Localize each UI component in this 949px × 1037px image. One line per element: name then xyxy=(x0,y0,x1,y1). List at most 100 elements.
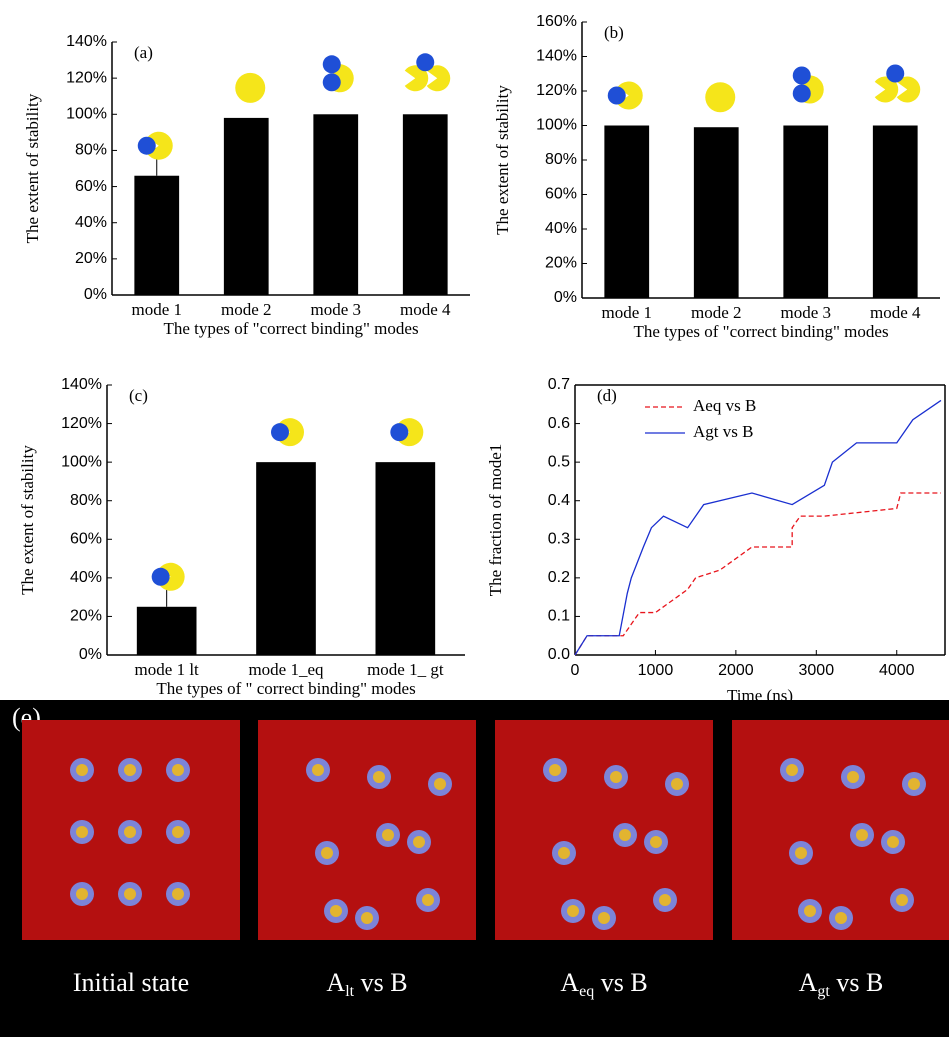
y-tick-label: 0.4 xyxy=(548,492,570,509)
icon-blue xyxy=(793,67,811,85)
x-axis-title: Time (ns) xyxy=(727,686,793,705)
caption-main: A xyxy=(799,968,818,997)
y-tick-label: 0.3 xyxy=(548,531,570,548)
annotation: (a) xyxy=(134,43,153,62)
icon-blue xyxy=(271,423,289,441)
figure: 0%20%40%60%80%100%120%140%(a)The extent … xyxy=(0,0,949,1037)
annotation: (b) xyxy=(604,23,624,42)
y-tick-label: 80% xyxy=(75,142,107,159)
caption: Agt vs B xyxy=(799,968,884,1000)
particle-yellow xyxy=(76,764,88,776)
particle-yellow xyxy=(908,778,920,790)
y-tick-label: 140% xyxy=(61,376,102,393)
y-tick-label: 0.7 xyxy=(548,376,570,393)
icon-blue xyxy=(416,53,434,71)
annotation: (c) xyxy=(129,386,148,405)
y-tick-label: 80% xyxy=(70,492,102,509)
y-tick-label: 100% xyxy=(536,117,577,134)
bar xyxy=(134,176,179,295)
x-tick-label: 3000 xyxy=(799,662,835,679)
bar xyxy=(783,126,828,299)
caption-rest: vs B xyxy=(354,968,407,997)
y-tick-label: 60% xyxy=(545,186,577,203)
x-tick-label: mode 1_ gt xyxy=(367,660,444,679)
caption-main: Initial state xyxy=(73,968,189,997)
particle-yellow xyxy=(567,905,579,917)
bar xyxy=(694,127,739,298)
y-tick-label: 140% xyxy=(66,33,107,50)
x-tick-label: mode 4 xyxy=(400,300,451,319)
particle-yellow xyxy=(373,771,385,783)
particle-yellow xyxy=(549,764,561,776)
y-tick-label: 60% xyxy=(75,178,107,195)
particle-yellow xyxy=(321,847,333,859)
particle-yellow xyxy=(382,829,394,841)
caption-rest: vs B xyxy=(594,968,647,997)
x-tick-label: 2000 xyxy=(718,662,754,679)
icon-yellow xyxy=(235,73,265,103)
x-tick-label: mode 2 xyxy=(221,300,272,319)
particle-yellow xyxy=(172,826,184,838)
icon-blue xyxy=(323,55,341,73)
y-axis-title: The fraction of mode1 xyxy=(486,444,505,596)
icon-blue xyxy=(138,137,156,155)
caption-rest: vs B xyxy=(830,968,883,997)
particle-yellow xyxy=(124,826,136,838)
y-axis-title: The extent of stability xyxy=(18,445,37,595)
particle-yellow xyxy=(361,912,373,924)
y-tick-label: 120% xyxy=(536,82,577,99)
legend-label: Aeq vs B xyxy=(693,396,756,415)
x-axis-title: The types of "correct binding" modes xyxy=(633,322,888,341)
line xyxy=(575,493,941,655)
y-tick-label: 80% xyxy=(545,151,577,168)
icon-yellow xyxy=(705,82,735,112)
caption-sub: gt xyxy=(817,983,830,1000)
y-tick-label: 40% xyxy=(545,220,577,237)
particle-yellow xyxy=(786,764,798,776)
bar xyxy=(256,462,316,655)
icon-blue xyxy=(152,568,170,586)
bar xyxy=(313,114,358,295)
bar xyxy=(873,126,918,299)
particle-yellow xyxy=(413,836,425,848)
particle-yellow xyxy=(76,888,88,900)
bar xyxy=(376,462,436,655)
particle-yellow xyxy=(124,764,136,776)
x-axis-title: The types of "correct binding" modes xyxy=(163,319,418,338)
particle-yellow xyxy=(671,778,683,790)
y-tick-label: 120% xyxy=(66,69,107,86)
caption: Aeq vs B xyxy=(560,968,647,1000)
particle-yellow xyxy=(896,894,908,906)
x-tick-label: mode 3 xyxy=(780,303,831,322)
particle-yellow xyxy=(610,771,622,783)
particle-yellow xyxy=(847,771,859,783)
particle-yellow xyxy=(330,905,342,917)
x-tick-label: mode 1 lt xyxy=(135,660,199,679)
caption: Alt vs B xyxy=(326,968,407,1000)
particle-yellow xyxy=(835,912,847,924)
particle-yellow xyxy=(76,826,88,838)
icon-blue xyxy=(608,87,626,105)
y-tick-label: 0.1 xyxy=(548,608,570,625)
bar xyxy=(604,126,649,299)
particle-yellow xyxy=(312,764,324,776)
particle-yellow xyxy=(124,888,136,900)
y-tick-label: 100% xyxy=(61,453,102,470)
y-tick-label: 40% xyxy=(75,214,107,231)
particle-yellow xyxy=(558,847,570,859)
y-tick-label: 0% xyxy=(84,286,107,303)
x-tick-label: mode 2 xyxy=(691,303,742,322)
caption-sub: eq xyxy=(579,983,594,1000)
particle-yellow xyxy=(172,888,184,900)
particle-yellow xyxy=(422,894,434,906)
y-tick-label: 40% xyxy=(70,569,102,586)
particle-yellow xyxy=(434,778,446,790)
bar xyxy=(403,114,448,295)
y-tick-label: 140% xyxy=(536,48,577,65)
particle-yellow xyxy=(804,905,816,917)
x-axis-title: The types of " correct binding" modes xyxy=(156,679,415,698)
x-tick-label: mode 1 xyxy=(131,300,182,319)
y-tick-label: 0% xyxy=(79,646,102,663)
particle-yellow xyxy=(856,829,868,841)
particle-yellow xyxy=(598,912,610,924)
